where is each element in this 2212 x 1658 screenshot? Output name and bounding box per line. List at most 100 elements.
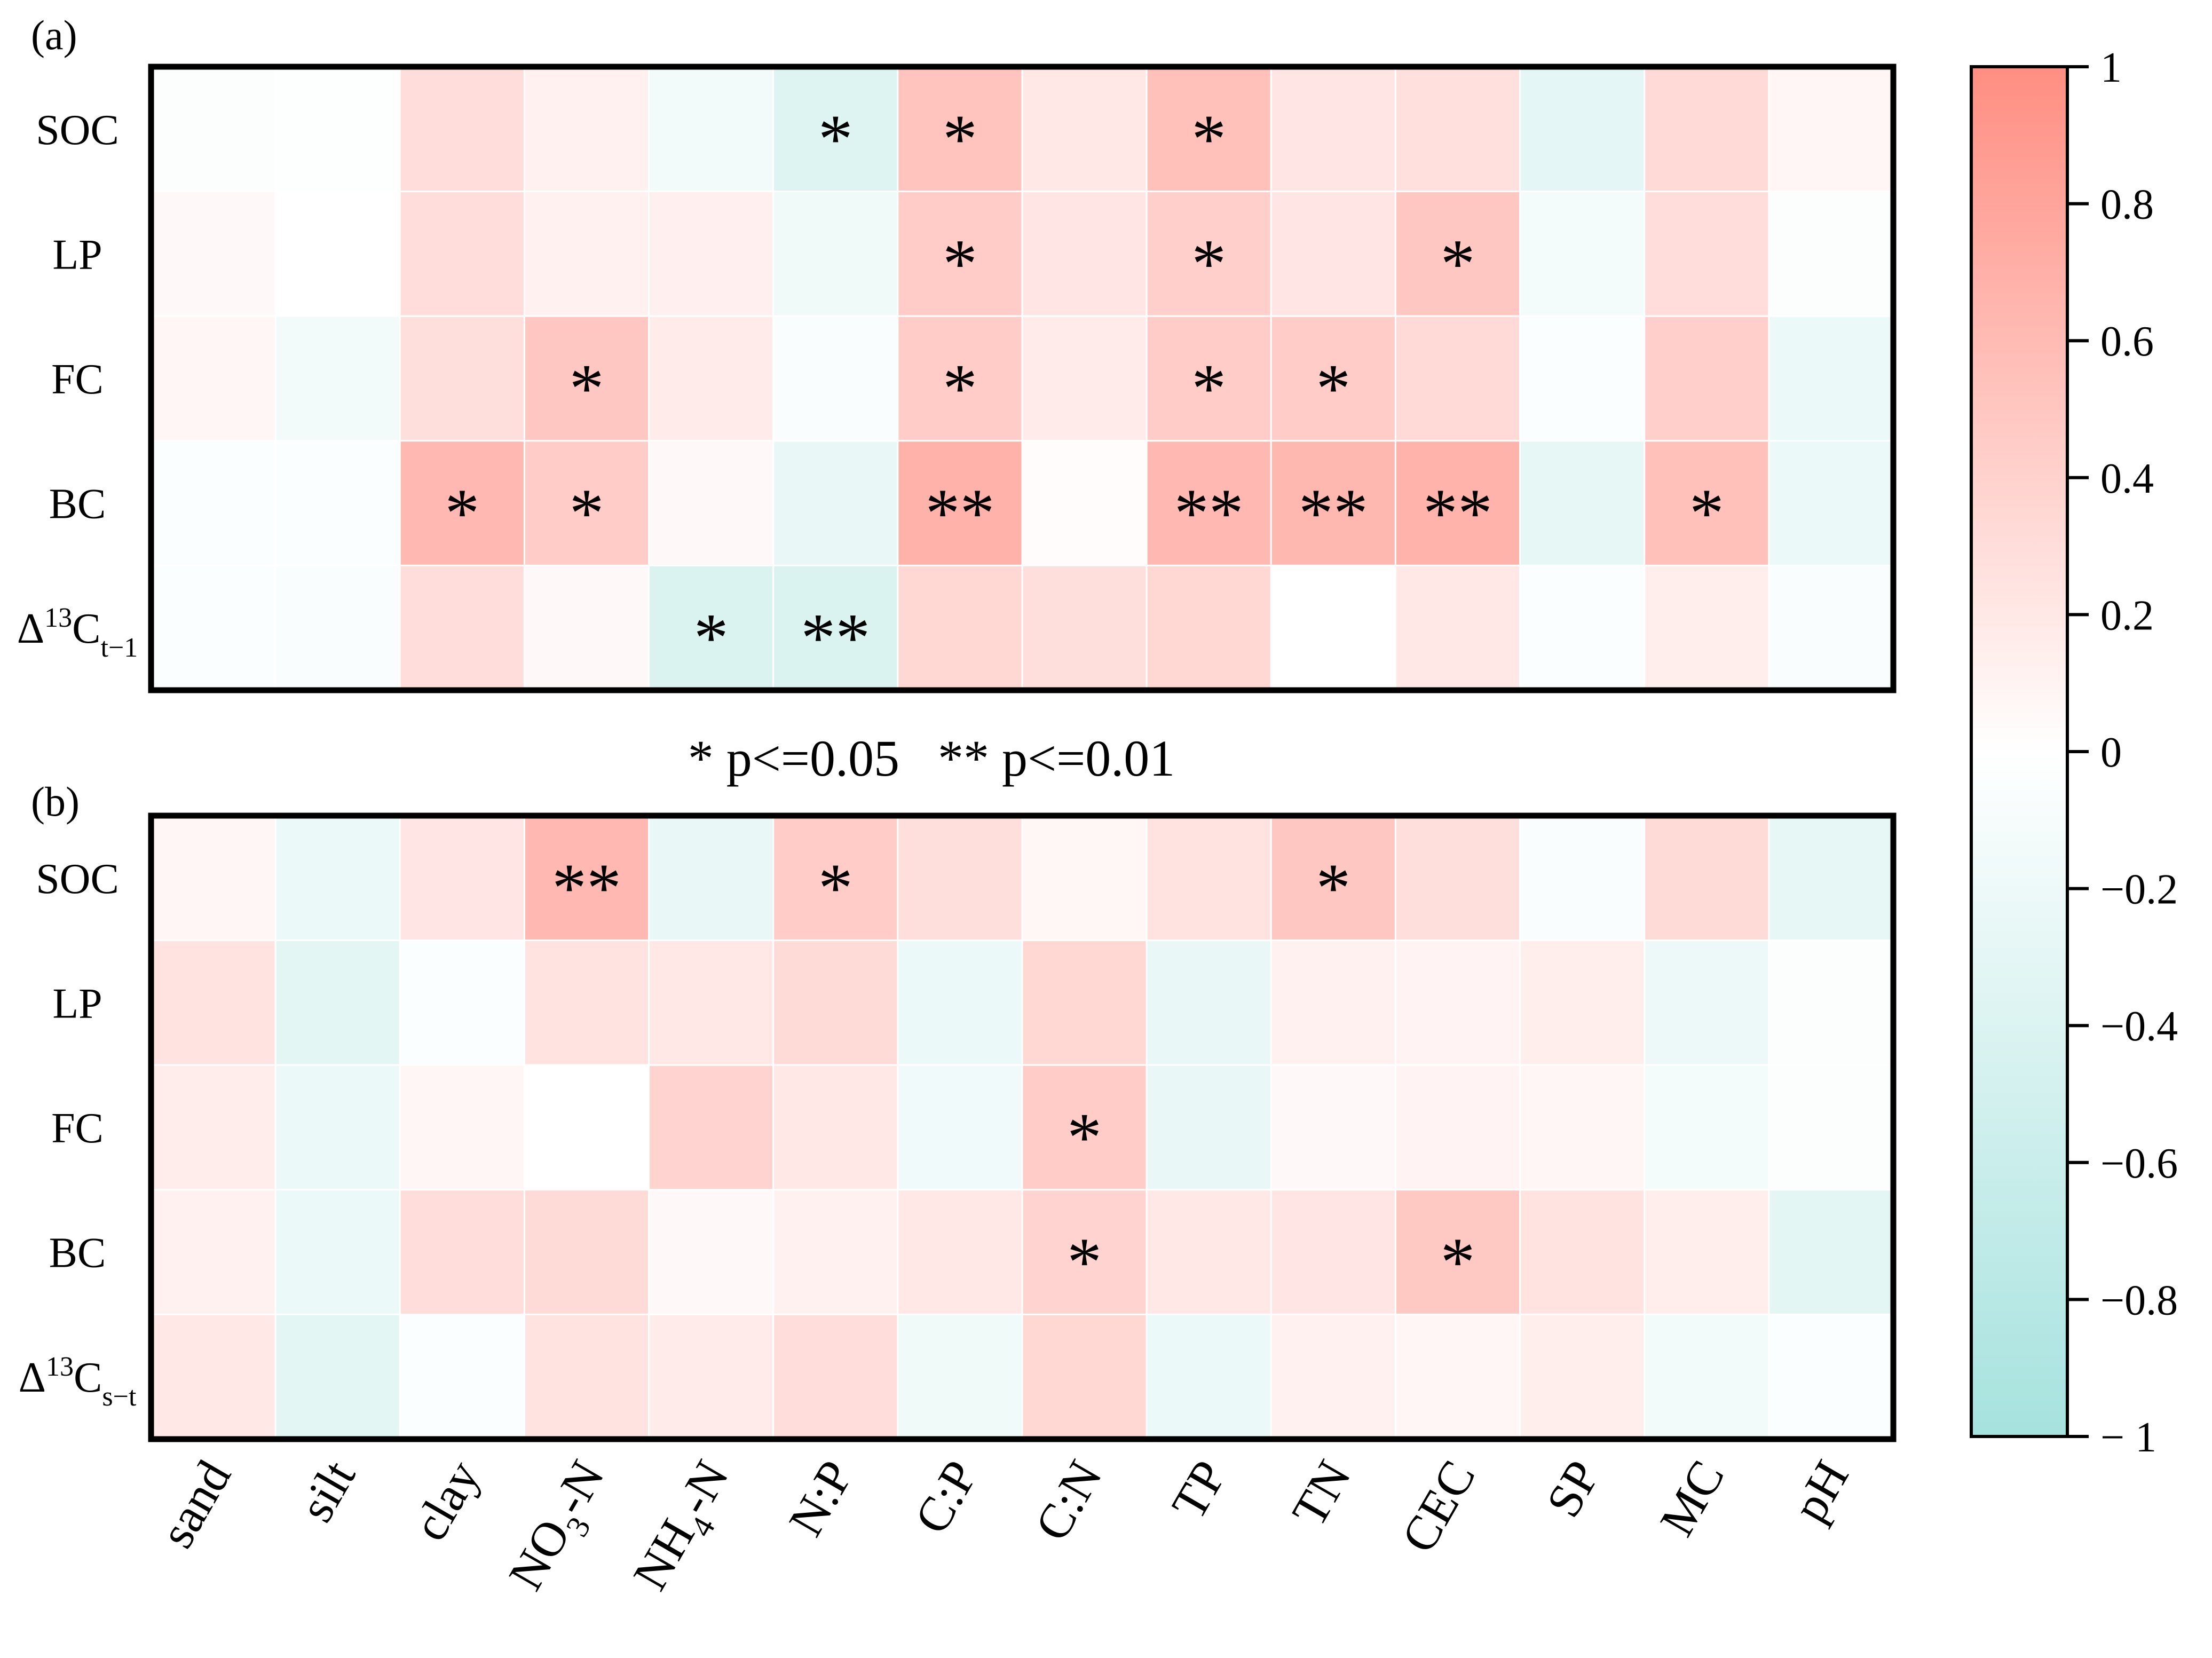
- heatmap-cell-a-1-1: [274, 191, 401, 317]
- heatmap-cell-b-4-13: [1768, 1313, 1894, 1440]
- heatmap-cell-a-1-0: [150, 191, 276, 317]
- heatmap-cell-b-1-1: [274, 939, 401, 1066]
- significance-legend: * p<=0.05 ** p<=0.01: [688, 730, 1175, 787]
- heatmap-cell-b-0-1: [274, 815, 401, 942]
- heatmap-cell-a-4-11: [1519, 564, 1646, 691]
- heatmap-cell-b-2-3: [523, 1064, 650, 1191]
- column-label-7: C:N: [1024, 1451, 1112, 1550]
- heatmap-cell-b-2-2: [399, 1064, 525, 1191]
- column-label-0: sand: [149, 1451, 241, 1557]
- heatmap-cell-b-1-8: [1146, 939, 1272, 1066]
- heatmap-cell-b-2-11: [1519, 1064, 1646, 1191]
- row-label-a-0: SOC: [36, 107, 119, 154]
- heatmap-cell-a-1-5: [772, 191, 899, 317]
- heatmap-cell-b-0-13: [1768, 815, 1894, 942]
- heatmap-cell-b-4-12: [1644, 1313, 1770, 1440]
- heatmap-cell-a-4-2: [399, 564, 525, 691]
- heatmap-cell-a-2-7: [1021, 315, 1148, 442]
- heatmap-cell-b-4-1: [274, 1313, 401, 1440]
- heatmap-cell-b-3-6: [897, 1189, 1023, 1315]
- heatmap-cell-b-2-13: [1768, 1064, 1894, 1191]
- heatmap-cell-b-2-6: [897, 1064, 1023, 1191]
- colorbar-tick-label: 0.4: [2100, 455, 2154, 502]
- colorbar-tick-label: 0: [2100, 729, 2122, 776]
- significance-mark: **: [1299, 475, 1368, 552]
- heatmap-cell-a-1-2: [399, 191, 525, 317]
- heatmap-cell-a-0-9: [1270, 66, 1396, 193]
- colorbar-tick-label: −0.8: [2100, 1277, 2178, 1324]
- significance-mark: *: [1191, 350, 1226, 427]
- heatmap-cell-b-4-0: [150, 1313, 276, 1440]
- heatmap-cell-b-4-11: [1519, 1313, 1646, 1440]
- heatmap-cell-b-2-4: [648, 1064, 775, 1191]
- significance-mark: *: [1441, 1224, 1475, 1301]
- heatmap-cell-b-4-6: [897, 1313, 1023, 1440]
- heatmap-cell-b-3-13: [1768, 1189, 1894, 1315]
- column-label-2: clay: [402, 1451, 490, 1550]
- heatmap-cell-a-3-0: [150, 440, 276, 566]
- heatmap-cell-b-1-9: [1270, 939, 1396, 1066]
- heatmap-cell-b-2-9: [1270, 1064, 1396, 1191]
- heatmap-cell-a-2-0: [150, 315, 276, 442]
- heatmap-cell-b-4-7: [1021, 1313, 1148, 1440]
- heatmap-cell-b-1-10: [1394, 939, 1521, 1066]
- colorbar-tick-label: 0.6: [2100, 318, 2154, 365]
- heatmap-cell-b-4-9: [1270, 1313, 1396, 1440]
- heatmap-cell-a-3-3: [523, 440, 650, 566]
- heatmap-cell-b-1-7: [1021, 939, 1148, 1066]
- heatmap-cell-a-2-9: [1270, 315, 1396, 442]
- heatmap-cell-b-3-4: [648, 1189, 775, 1315]
- colorbar-tick-label: 1: [2100, 44, 2122, 91]
- heatmap-cell-b-4-8: [1146, 1313, 1272, 1440]
- heatmap-cell-a-3-7: [1021, 440, 1148, 566]
- heatmap-cell-a-2-6: [897, 315, 1023, 442]
- significance-mark: *: [570, 475, 604, 552]
- heatmap-cell-a-0-7: [1021, 66, 1148, 193]
- significance-mark: *: [694, 599, 729, 676]
- heatmap-cell-a-3-12: [1644, 440, 1770, 566]
- significance-mark: **: [552, 850, 621, 927]
- row-label-a-2: FC: [51, 356, 104, 403]
- row-label-b-3: BC: [49, 1230, 106, 1277]
- heatmap-cell-a-4-13: [1768, 564, 1894, 691]
- significance-mark: *: [943, 350, 977, 427]
- column-label-8: TP: [1161, 1451, 1237, 1528]
- heatmap-cell-a-0-2: [399, 66, 525, 193]
- colorbar-tick-label: −0.2: [2100, 866, 2178, 913]
- significance-mark: *: [818, 101, 853, 178]
- heatmap-cell-a-2-13: [1768, 315, 1894, 442]
- significance-mark: *: [1067, 1224, 1102, 1301]
- heatmap-cell-b-0-7: [1021, 815, 1148, 942]
- heatmap-cell-a-2-11: [1519, 315, 1646, 442]
- heatmap-cell-a-2-2: [399, 315, 525, 442]
- significance-mark: *: [570, 350, 604, 427]
- colorbar-tick-label: 0.8: [2100, 181, 2154, 228]
- heatmap-cell-b-2-8: [1146, 1064, 1272, 1191]
- row-label-b-2: FC: [51, 1105, 104, 1152]
- heatmap-cell-a-4-12: [1644, 564, 1770, 691]
- heatmap-cell-a-0-4: [648, 66, 775, 193]
- heatmap-cell-a-0-13: [1768, 66, 1894, 193]
- heatmap-cell-b-3-8: [1146, 1189, 1272, 1315]
- heatmap-cell-a-4-4: [648, 564, 775, 691]
- heatmap-cell-b-3-3: [523, 1189, 650, 1315]
- row-label-a-1: LP: [52, 231, 102, 278]
- heatmap-cell-b-2-12: [1644, 1064, 1770, 1191]
- heatmap-cell-a-4-8: [1146, 564, 1272, 691]
- heatmap-cell-a-3-8: [1146, 440, 1272, 566]
- heatmap-cell-a-2-5: [772, 315, 899, 442]
- heatmap-cell-a-4-3: [523, 564, 650, 691]
- heatmap-cell-a-3-10: [1394, 440, 1521, 566]
- row-label-a-3: BC: [49, 481, 106, 528]
- heatmap-cell-a-4-7: [1021, 564, 1148, 691]
- heatmap-cell-b-4-3: [523, 1313, 650, 1440]
- heatmap-cell-a-2-10: [1394, 315, 1521, 442]
- heatmap-cell-a-0-6: [897, 66, 1023, 193]
- heatmap-cell-a-4-9: [1270, 564, 1396, 691]
- heatmap-cell-a-3-6: [897, 440, 1023, 566]
- column-label-13: pH: [1782, 1451, 1859, 1530]
- heatmap-cell-b-1-4: [648, 939, 775, 1066]
- heatmap-cell-b-3-11: [1519, 1189, 1646, 1315]
